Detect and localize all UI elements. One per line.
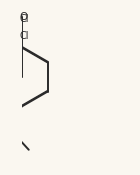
Text: Cl: Cl <box>20 31 29 41</box>
Text: O: O <box>20 12 28 22</box>
Text: Cl: Cl <box>20 14 29 24</box>
